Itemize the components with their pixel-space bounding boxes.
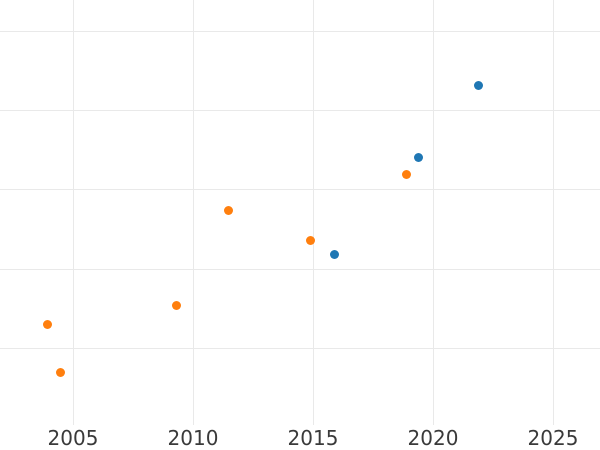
vertical-gridline — [192, 0, 194, 425]
data-point-orange-series — [305, 236, 315, 246]
x-tick-label: 2020 — [407, 426, 459, 450]
x-tick-label: 2005 — [47, 426, 99, 450]
x-tick-label: 2010 — [167, 426, 219, 450]
vertical-gridline — [72, 0, 74, 425]
data-point-orange-series — [223, 205, 233, 215]
data-point-orange-series — [43, 319, 53, 329]
vertical-gridline — [432, 0, 434, 425]
vertical-gridline — [312, 0, 314, 425]
x-tick-label: 2015 — [287, 426, 339, 450]
horizontal-gridline — [0, 30, 600, 32]
horizontal-gridline — [0, 189, 600, 191]
data-point-orange-series — [401, 170, 411, 180]
horizontal-gridline — [0, 109, 600, 111]
data-point-orange-series — [172, 301, 182, 311]
vertical-gridline — [552, 0, 554, 425]
data-point-blue-series — [413, 152, 423, 162]
horizontal-gridline — [0, 268, 600, 270]
data-point-orange-series — [56, 367, 66, 377]
data-point-blue-series — [473, 81, 483, 91]
x-tick-label: 2025 — [527, 426, 579, 450]
horizontal-gridline — [0, 348, 600, 350]
data-point-blue-series — [330, 250, 340, 260]
